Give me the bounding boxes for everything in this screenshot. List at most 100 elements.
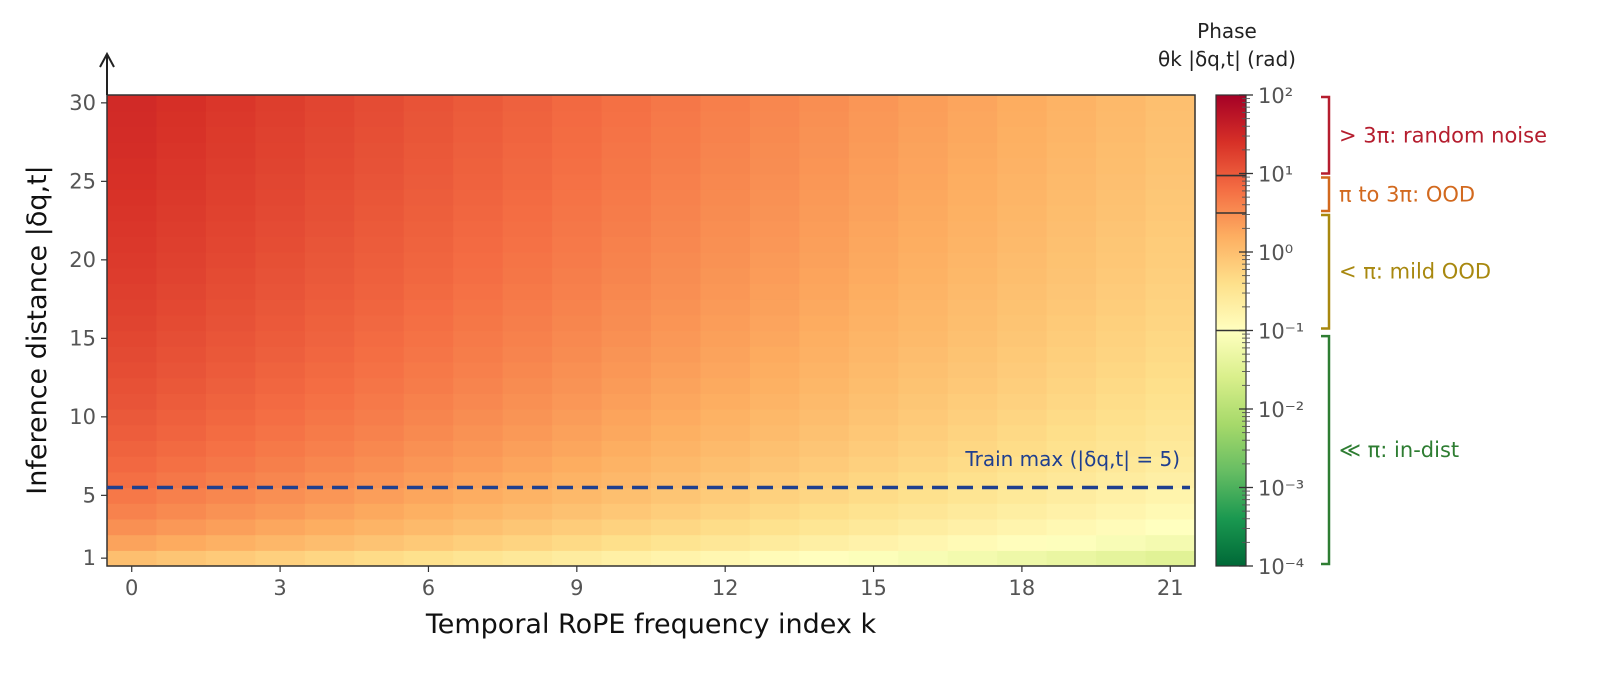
heatmap-cell — [749, 361, 800, 379]
heatmap-cell — [651, 534, 702, 551]
heatmap-cell — [700, 550, 751, 567]
region-label: π to 3π: OOD — [1339, 182, 1475, 206]
colorbar-tick-label: 10¹ — [1258, 163, 1293, 187]
y-axis-arrow-head — [99, 51, 115, 68]
heatmap-cell — [947, 424, 998, 441]
heatmap-cell — [156, 189, 207, 206]
heatmap-cell — [947, 267, 998, 284]
heatmap-cell — [749, 252, 800, 269]
heatmap-cell — [453, 534, 504, 551]
heatmap-cell — [304, 189, 355, 206]
heatmap-cell — [1096, 377, 1147, 394]
heatmap-cell — [502, 377, 553, 394]
heatmap-cell — [403, 299, 454, 316]
heatmap-cell — [749, 471, 800, 489]
heatmap-cell — [848, 518, 899, 536]
heatmap-cell — [304, 252, 355, 269]
heatmap-cell — [552, 110, 603, 127]
heatmap-cell — [1096, 142, 1147, 159]
heatmap-cell — [255, 424, 306, 441]
heatmap-cell — [403, 157, 454, 175]
heatmap-cell — [255, 220, 306, 237]
heatmap-cell — [799, 204, 850, 222]
heatmap-cell — [848, 267, 899, 284]
heatmap-cell — [848, 361, 899, 379]
heatmap-cell — [107, 409, 158, 426]
heatmap-cell — [304, 550, 355, 567]
heatmap-cell — [1046, 346, 1097, 363]
heatmap-cell — [601, 110, 652, 127]
heatmap-cell — [651, 361, 702, 379]
heatmap-cell — [947, 126, 998, 143]
heatmap-cell — [651, 126, 702, 143]
colorbar-ticks: 10² 10¹ 10⁰ 10⁻¹ 10⁻² 10⁻³ 10⁻⁴ — [1239, 84, 1304, 579]
heatmap-cell — [354, 456, 405, 473]
heatmap-cell — [453, 299, 504, 316]
heatmap-cell — [601, 142, 652, 159]
heatmap-cell — [304, 393, 355, 410]
heatmap-cell — [749, 157, 800, 175]
heatmap-cell — [848, 283, 899, 300]
heatmap-cell — [601, 220, 652, 237]
region-bracket — [1321, 95, 1331, 175]
heatmap-cell — [799, 110, 850, 127]
heatmap-cell — [700, 252, 751, 269]
heatmap-cell — [799, 283, 850, 300]
heatmap-cell — [749, 173, 800, 190]
heatmap-cell — [749, 126, 800, 143]
heatmap-cell — [700, 424, 751, 441]
heatmap-cell — [799, 126, 850, 143]
heatmap-cell — [255, 110, 306, 127]
heatmap-cell — [947, 142, 998, 159]
heatmap-cell — [502, 204, 553, 222]
heatmap-cell — [700, 518, 751, 536]
heatmap-cell — [799, 236, 850, 253]
heatmap-cell — [700, 471, 751, 489]
heatmap-cell — [205, 487, 256, 504]
heatmap-cell — [205, 110, 256, 127]
heatmap-cell — [502, 518, 553, 536]
x-ticks: 0 3 6 9 12 15 18 21 — [125, 566, 1184, 600]
heatmap-cell — [205, 220, 256, 237]
heatmap-cell — [651, 173, 702, 190]
heatmap-cell — [403, 110, 454, 127]
heatmap-cell — [255, 95, 306, 112]
heatmap-cell — [107, 267, 158, 284]
heatmap-cell — [947, 409, 998, 426]
heatmap-cell — [156, 110, 207, 127]
heatmap-cell — [502, 126, 553, 143]
heatmap-cell — [107, 487, 158, 504]
heatmap-cell — [947, 95, 998, 112]
heatmap-cell — [453, 424, 504, 441]
heatmap-cell — [255, 236, 306, 253]
heatmap-cell — [1096, 220, 1147, 237]
heatmap-cell — [255, 252, 306, 269]
heatmap-cell — [1145, 487, 1196, 504]
heatmap-cell — [354, 126, 405, 143]
heatmap-cell — [997, 314, 1048, 332]
heatmap-cell — [651, 471, 702, 489]
heatmap-cell — [1096, 471, 1147, 489]
heatmap-cell — [156, 377, 207, 394]
heatmap-cell — [898, 299, 949, 316]
heatmap-cell — [997, 189, 1048, 206]
heatmap-cell — [898, 377, 949, 394]
heatmap-cell — [1145, 550, 1196, 567]
heatmap-cell — [651, 314, 702, 332]
heatmap-cell — [651, 110, 702, 127]
heatmap-cell — [107, 456, 158, 473]
heatmap-cell — [799, 471, 850, 489]
heatmap-cell — [749, 189, 800, 206]
heatmap-cell — [799, 314, 850, 332]
heatmap-cell — [651, 456, 702, 473]
heatmap-cell — [601, 440, 652, 457]
heatmap-cell — [205, 440, 256, 457]
heatmap-cell — [749, 550, 800, 567]
heatmap-cell — [601, 267, 652, 284]
heatmap-cell — [502, 503, 553, 520]
colorbar-tick-label: 10⁻⁴ — [1258, 555, 1304, 579]
heatmap-cell — [502, 95, 553, 112]
heatmap-cell — [997, 330, 1048, 347]
heatmap-cell — [700, 409, 751, 426]
heatmap-cell — [1096, 409, 1147, 426]
